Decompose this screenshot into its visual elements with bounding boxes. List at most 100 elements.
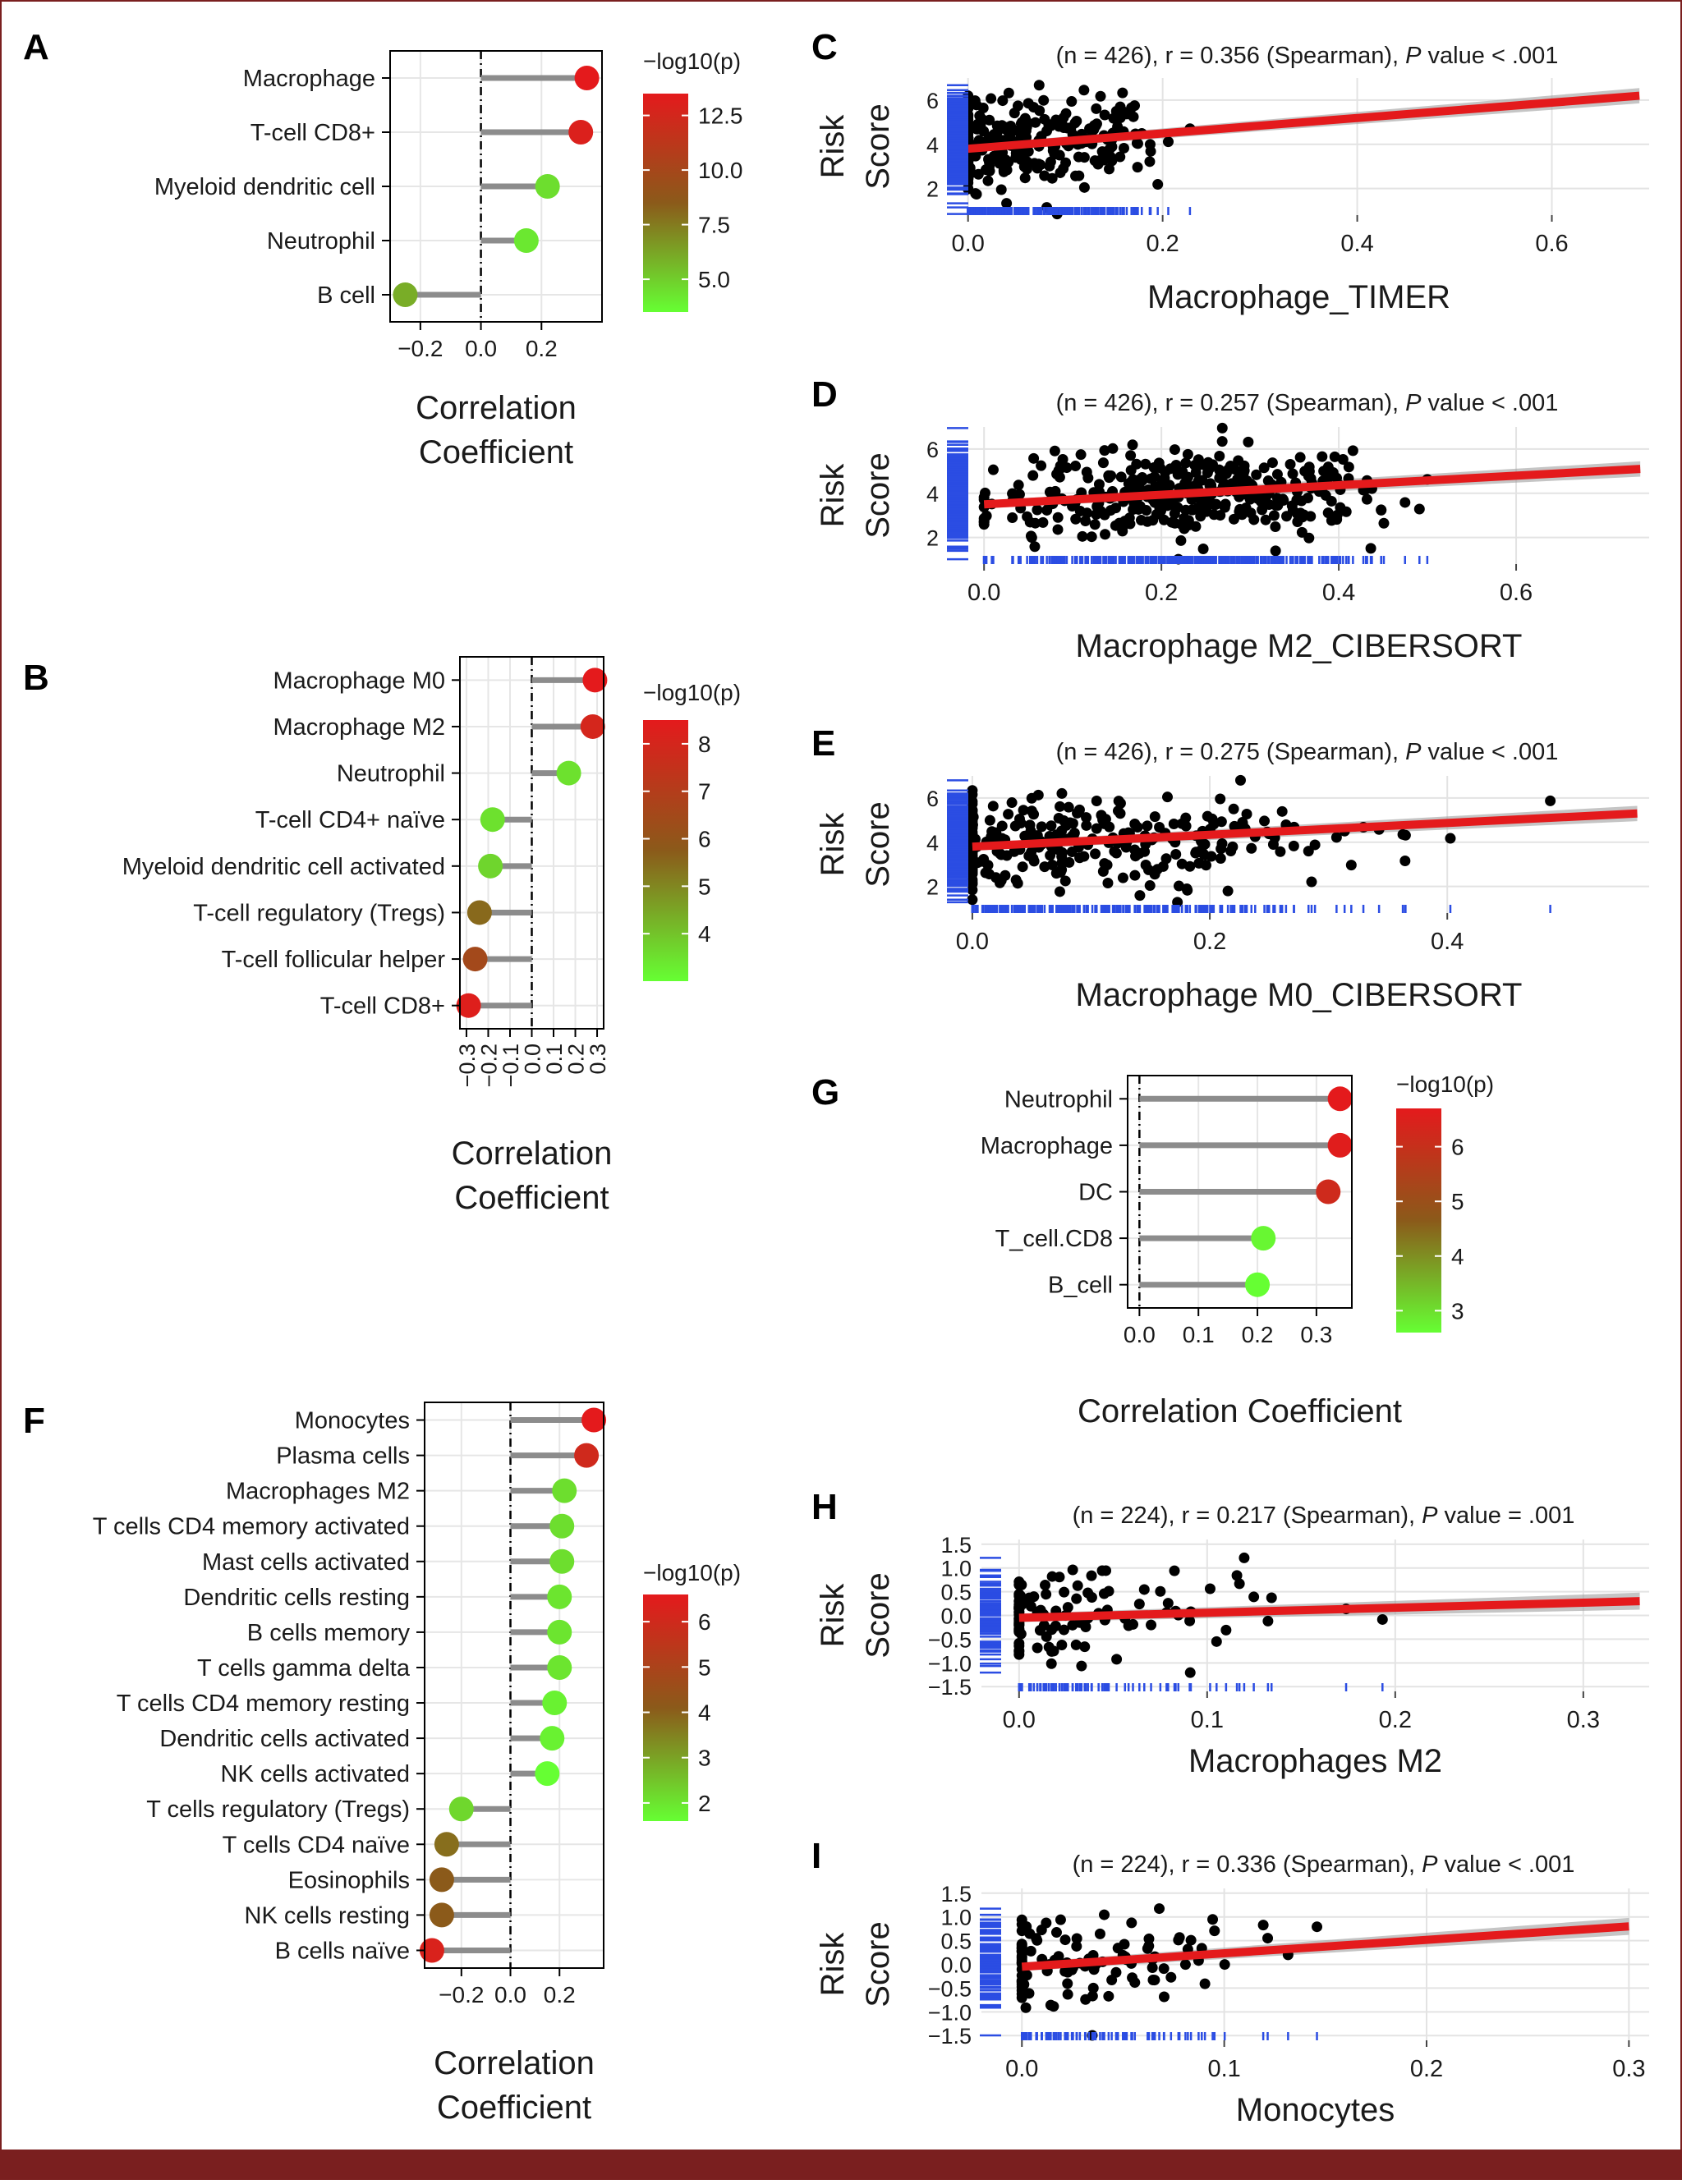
scatter-point xyxy=(1187,504,1198,516)
scatter-point xyxy=(1142,516,1153,527)
panel-C: C (n = 426), r = 0.356 (Spearman), P valu… xyxy=(811,27,1649,315)
lollipop-dot xyxy=(462,947,488,972)
scatter-point xyxy=(1229,463,1240,475)
legend-colorbar xyxy=(1396,1108,1441,1333)
scatter-point xyxy=(1243,436,1254,447)
scatter-point xyxy=(1027,470,1039,481)
scatter-point xyxy=(1545,795,1556,806)
scatter-point xyxy=(1128,474,1139,485)
legend-tick-label: 12.5 xyxy=(698,103,743,129)
y-tick-label: 6 xyxy=(926,89,939,113)
plot-title: (n = 426), r = 0.356 (Spearman), P value… xyxy=(1056,43,1559,69)
plot-border xyxy=(424,1402,604,1969)
lollipop-dot xyxy=(568,120,594,145)
y-tick-label: 1.5 xyxy=(940,1533,972,1558)
scatter-point xyxy=(1215,793,1226,805)
scatter-point xyxy=(972,118,984,130)
y-tick-label: 6 xyxy=(926,787,939,811)
category-label: Monocytes xyxy=(295,1408,410,1434)
scatter-point xyxy=(1144,880,1156,892)
scatter-point xyxy=(1054,886,1065,897)
scatter-point xyxy=(1294,452,1306,463)
scatter-point xyxy=(1209,1925,1220,1937)
scatter-point xyxy=(1032,504,1043,516)
scatter-point xyxy=(1102,877,1114,888)
x-tick-label: 0.4 xyxy=(1431,929,1464,955)
scatter-point xyxy=(1239,465,1250,476)
x-tick-label: 0.2 xyxy=(564,1044,589,1075)
scatter-point xyxy=(1170,848,1182,860)
scatter-point xyxy=(1050,149,1061,160)
scatter-point xyxy=(1262,1615,1274,1627)
panel-label-D: D xyxy=(811,374,838,415)
scatter-point xyxy=(1305,511,1317,522)
lollipop-dot xyxy=(478,853,503,879)
panel-label-C: C xyxy=(811,27,838,67)
x-tick-label: 0.3 xyxy=(1612,2056,1645,2082)
scatter-point xyxy=(1043,119,1055,131)
scatter-point xyxy=(1046,1658,1057,1669)
category-label: Macrophages M2 xyxy=(226,1479,410,1505)
scatter-point xyxy=(1058,112,1069,123)
x-axis-label: Macrophage M2_CIBERSORT xyxy=(1076,628,1523,664)
x-tick-label: 0.3 xyxy=(1567,1707,1600,1733)
scatter-point xyxy=(986,826,998,837)
lollipop-dot xyxy=(549,1549,575,1574)
scatter-point xyxy=(1267,838,1279,850)
scatter-point xyxy=(1125,465,1137,476)
scatter-point xyxy=(1081,812,1092,824)
title-part: (n = 426), r = 0.257 (Spearman), xyxy=(1056,390,1406,416)
scatter-point xyxy=(1216,816,1227,828)
scatter-point xyxy=(1399,856,1411,867)
y-axis-label: Risk xyxy=(815,114,851,179)
lollipop-dot xyxy=(466,900,492,925)
legend-title: −log10(p) xyxy=(643,680,741,705)
scatter-point xyxy=(1327,466,1339,478)
legend-tick-label: 8 xyxy=(698,732,711,757)
panel-A: A Macrophage T-cell CD8+ Myeloid dendritic … xyxy=(23,27,743,470)
x-tick-label: 0.6 xyxy=(1535,231,1568,257)
x-axis-label: Coefficient xyxy=(419,434,573,470)
x-tick-label: 0.2 xyxy=(1193,929,1226,955)
panel-label-G: G xyxy=(811,1072,839,1113)
scatter-point xyxy=(1032,1642,1043,1654)
scatter-point xyxy=(1241,809,1252,820)
scatter-point xyxy=(1271,469,1283,480)
scatter-point xyxy=(1276,805,1288,817)
x-tick-label: 0.1 xyxy=(542,1044,567,1075)
scatter-point xyxy=(1197,847,1208,859)
scatter-point xyxy=(1148,462,1160,474)
scatter-point xyxy=(1024,516,1036,528)
scatter-point xyxy=(1115,471,1127,483)
legend-tick-label: 2 xyxy=(698,1791,711,1816)
scatter-point xyxy=(1231,1570,1243,1581)
scatter-point xyxy=(1032,830,1043,842)
scatter-point xyxy=(1086,531,1097,543)
scatter-point xyxy=(1077,530,1088,542)
x-tick-label: −0.2 xyxy=(398,336,443,361)
scatter-point xyxy=(984,814,995,826)
x-tick-label: 0.2 xyxy=(1146,231,1179,257)
scatter-point xyxy=(1114,151,1126,163)
scatter-point xyxy=(1013,1601,1025,1613)
scatter-point xyxy=(982,175,994,186)
scatter-point xyxy=(1128,498,1140,509)
lollipop-dot xyxy=(429,1867,454,1893)
scatter-point xyxy=(1030,117,1041,128)
scatter-point xyxy=(1216,843,1227,855)
scatter-point xyxy=(1233,455,1244,466)
y-axis-label: Score xyxy=(860,1572,896,1659)
x-tick-label: −0.3 xyxy=(455,1044,480,1087)
scatter-point xyxy=(1275,846,1286,857)
scatter-point xyxy=(1037,516,1049,528)
scatter-point xyxy=(1154,1903,1165,1915)
scatter-point xyxy=(1060,157,1072,168)
scatter-point xyxy=(1182,471,1193,483)
scatter-point xyxy=(1258,462,1270,474)
category-label: NK cells activated xyxy=(221,1761,411,1787)
scatter-point xyxy=(1103,470,1114,481)
scatter-point xyxy=(1063,801,1074,813)
category-label: Eosinophils xyxy=(288,1867,410,1893)
scatter-point xyxy=(1050,1620,1061,1631)
